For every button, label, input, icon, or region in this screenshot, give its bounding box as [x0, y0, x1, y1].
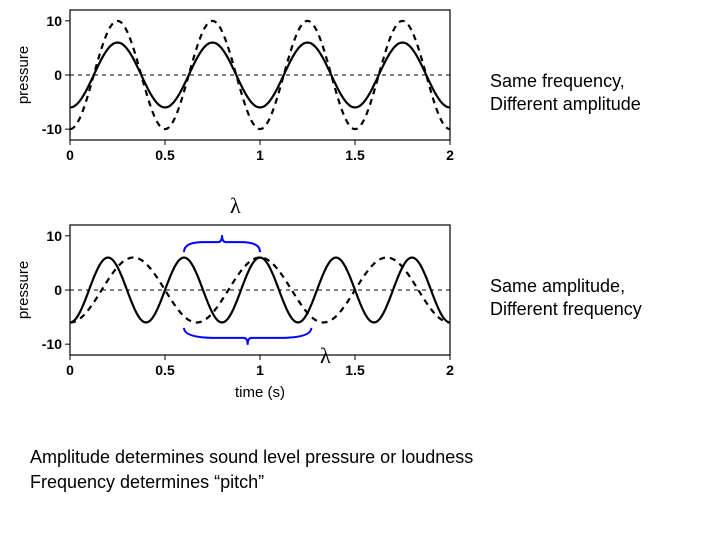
- svg-text:0: 0: [66, 362, 74, 378]
- lambda-bottom: λ: [320, 343, 331, 369]
- svg-text:10: 10: [46, 228, 62, 244]
- chart-2-container: 00.511.52-10010pressuretime (s): [10, 215, 470, 410]
- annotation-chart1: Same frequency, Different amplitude: [490, 70, 641, 117]
- annotation-chart1-line1: Same frequency,: [490, 71, 625, 91]
- svg-text:0.5: 0.5: [155, 147, 175, 160]
- chart-1: 0 0.5 1 1.5 2 -10 0 10 pressure: [10, 0, 470, 160]
- svg-text:2: 2: [446, 147, 454, 160]
- chart-1-container: 0 0.5 1 1.5 2 -10 0 10 pressure: [10, 0, 470, 165]
- bottom-caption-line1: Amplitude determines sound level pressur…: [30, 447, 473, 467]
- svg-text:1: 1: [256, 147, 264, 160]
- annotation-chart2-line1: Same amplitude,: [490, 276, 625, 296]
- svg-text:0: 0: [54, 282, 62, 298]
- svg-text:pressure: pressure: [15, 46, 32, 104]
- bottom-caption: Amplitude determines sound level pressur…: [30, 445, 473, 495]
- svg-text:pressure: pressure: [15, 261, 32, 319]
- svg-text:0: 0: [54, 67, 62, 83]
- annotation-chart1-line2: Different amplitude: [490, 94, 641, 114]
- svg-text:1.5: 1.5: [345, 147, 365, 160]
- svg-text:0.5: 0.5: [155, 362, 175, 378]
- svg-text:0: 0: [66, 147, 74, 160]
- svg-text:2: 2: [446, 362, 454, 378]
- svg-text:-10: -10: [42, 336, 62, 352]
- svg-text:time (s): time (s): [235, 384, 285, 401]
- svg-text:1.5: 1.5: [345, 362, 365, 378]
- svg-text:10: 10: [46, 13, 62, 29]
- annotation-chart2-line2: Different frequency: [490, 299, 642, 319]
- bottom-caption-line2: Frequency determines “pitch”: [30, 472, 264, 492]
- chart-2: 00.511.52-10010pressuretime (s): [10, 215, 470, 405]
- annotation-chart2: Same amplitude, Different frequency: [490, 275, 642, 322]
- svg-text:-10: -10: [42, 121, 62, 137]
- svg-text:1: 1: [256, 362, 264, 378]
